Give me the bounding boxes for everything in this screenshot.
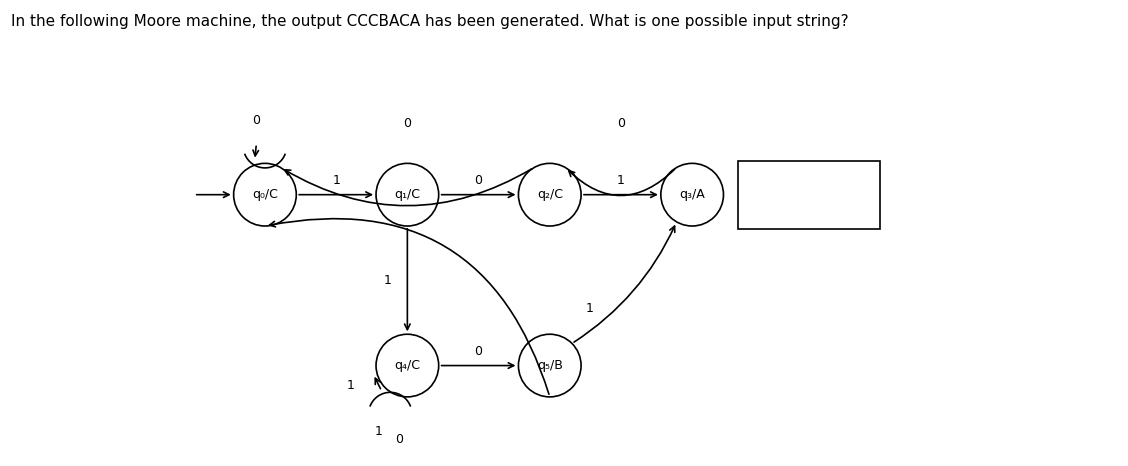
Text: 1: 1 [374, 425, 382, 438]
Text: q₃/A: q₃/A [679, 188, 705, 201]
Text: q₂/C: q₂/C [537, 188, 563, 201]
Text: 0: 0 [253, 114, 261, 127]
Text: q₁/C: q₁/C [395, 188, 421, 201]
Text: 0: 0 [475, 345, 483, 358]
Text: q₅/B: q₅/B [537, 359, 563, 372]
Text: 1: 1 [585, 302, 593, 315]
Text: 1: 1 [346, 379, 354, 392]
Text: q₀/C: q₀/C [252, 188, 277, 201]
Text: 1: 1 [617, 174, 625, 187]
Text: 0: 0 [404, 117, 412, 130]
Text: 0: 0 [617, 117, 625, 130]
Text: 0: 0 [395, 433, 403, 446]
Text: In the following Moore machine, the output CCCBACA has been generated. What is o: In the following Moore machine, the outp… [11, 14, 849, 29]
Text: 1: 1 [384, 274, 391, 287]
Bar [738, 160, 880, 229]
Text: 0: 0 [475, 174, 483, 187]
Text: 1: 1 [333, 174, 341, 187]
Text: q₄/C: q₄/C [395, 359, 421, 372]
